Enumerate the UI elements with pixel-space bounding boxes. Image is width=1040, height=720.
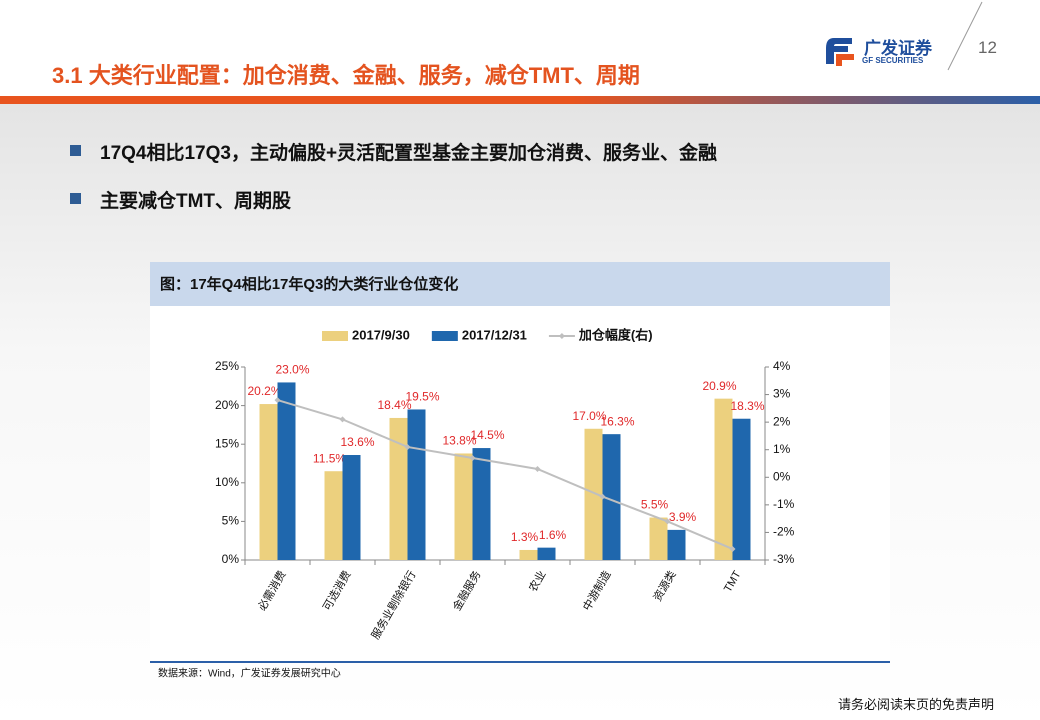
value-label: 5.5%: [641, 498, 669, 512]
chart-title: 图：17年Q4相比17年Q3的大类行业仓位变化: [160, 275, 458, 293]
bullet-text: 主要减仓TMT、周期股: [100, 191, 292, 212]
y2-tick-label: 3%: [773, 387, 791, 401]
value-label: 1.6%: [539, 528, 567, 542]
source: 数据来源：Wind，广发证券发展研究中心: [158, 667, 341, 680]
logo-text: 广发证券: [864, 39, 932, 58]
legend-swatch: [322, 331, 348, 341]
bullet-text: 17Q4相比17Q3，主动偏股+灵活配置型基金主要加仓消费、服务业、金融: [100, 143, 718, 164]
bar: [324, 471, 343, 560]
value-label: 19.5%: [405, 390, 439, 404]
chart-title-bar: [150, 262, 890, 306]
disclaimer: 请务必阅读末页的免责声明: [838, 698, 995, 713]
line-marker: [404, 443, 411, 450]
line-marker: [534, 466, 541, 473]
value-label: 13.8%: [442, 434, 476, 448]
value-label: 20.2%: [247, 384, 281, 398]
y2-tick-label: 2%: [773, 414, 791, 428]
logo-subtext: GF SECURITIES: [862, 56, 924, 65]
y2-tick-label: 1%: [773, 442, 791, 456]
value-label: 20.9%: [702, 379, 736, 393]
value-label: 17.0%: [572, 409, 606, 423]
divider: [947, 1, 983, 71]
slide-title: 3.1 大类行业配置：加仓消费、金融、服务，减仓TMT、周期: [52, 63, 640, 88]
legend-label: 2017/12/31: [462, 327, 527, 342]
y-tick-label: 20%: [215, 398, 239, 412]
value-label: 14.5%: [470, 428, 504, 442]
header-band: [0, 96, 1040, 104]
line-marker: [599, 493, 606, 500]
legend-label: 2017/9/30: [352, 327, 410, 342]
y2-tick-label: 4%: [773, 359, 791, 373]
line: [277, 399, 733, 550]
bar: [649, 517, 668, 560]
y-tick-label: 0%: [222, 552, 240, 566]
legend-swatch: [558, 333, 565, 339]
y2-tick-label: -1%: [773, 497, 795, 511]
value-label: 16.3%: [600, 414, 634, 428]
bullet: 主要减仓TMT、周期股: [70, 186, 291, 213]
page-number: 12: [978, 38, 997, 57]
bar: [537, 547, 556, 560]
bar: [584, 428, 603, 560]
legend-label: 加仓幅度(右): [578, 327, 653, 342]
value-label: 13.6%: [340, 435, 374, 449]
bar: [602, 434, 621, 560]
bar: [519, 549, 538, 560]
logo-icon: [826, 38, 854, 66]
value-label: 18.3%: [730, 399, 764, 413]
logo: 广发证券 GF SECURITIES: [822, 34, 942, 70]
legend-swatch: [431, 331, 458, 341]
bar: [342, 455, 361, 560]
bar: [732, 418, 751, 560]
value-label: 3.9%: [669, 510, 697, 524]
y-tick-label: 10%: [215, 475, 239, 489]
y-tick-label: 5%: [222, 514, 240, 528]
line-marker: [664, 518, 671, 525]
bar: [407, 409, 426, 560]
header: 3.1 大类行业配置：加仓消费、金融、服务，减仓TMT、周期 12 广发证券 G…: [0, 0, 1040, 100]
y2-tick-label: -3%: [773, 552, 795, 566]
value-label: 18.4%: [377, 398, 411, 412]
y2-tick-label: 0%: [773, 469, 791, 483]
line-marker: [274, 397, 281, 404]
bar: [714, 398, 733, 560]
y-tick-label: 15%: [215, 436, 239, 450]
value-label: 1.3%: [511, 530, 539, 544]
line-marker: [469, 454, 476, 461]
bar: [454, 453, 473, 560]
bullet: 17Q4相比17Q3，主动偏股+灵活配置型基金主要加仓消费、服务业、金融: [70, 138, 717, 165]
bar: [259, 404, 278, 560]
value-label: 23.0%: [275, 363, 309, 377]
bar: [389, 417, 408, 560]
bar: [277, 382, 296, 560]
bar: [472, 448, 491, 560]
value-label: 11.5%: [313, 451, 346, 465]
line-marker: [339, 416, 346, 423]
y2-tick-label: -2%: [773, 525, 795, 539]
bar: [667, 529, 686, 560]
y-tick-label: 25%: [215, 359, 239, 373]
line-marker: [729, 545, 736, 552]
